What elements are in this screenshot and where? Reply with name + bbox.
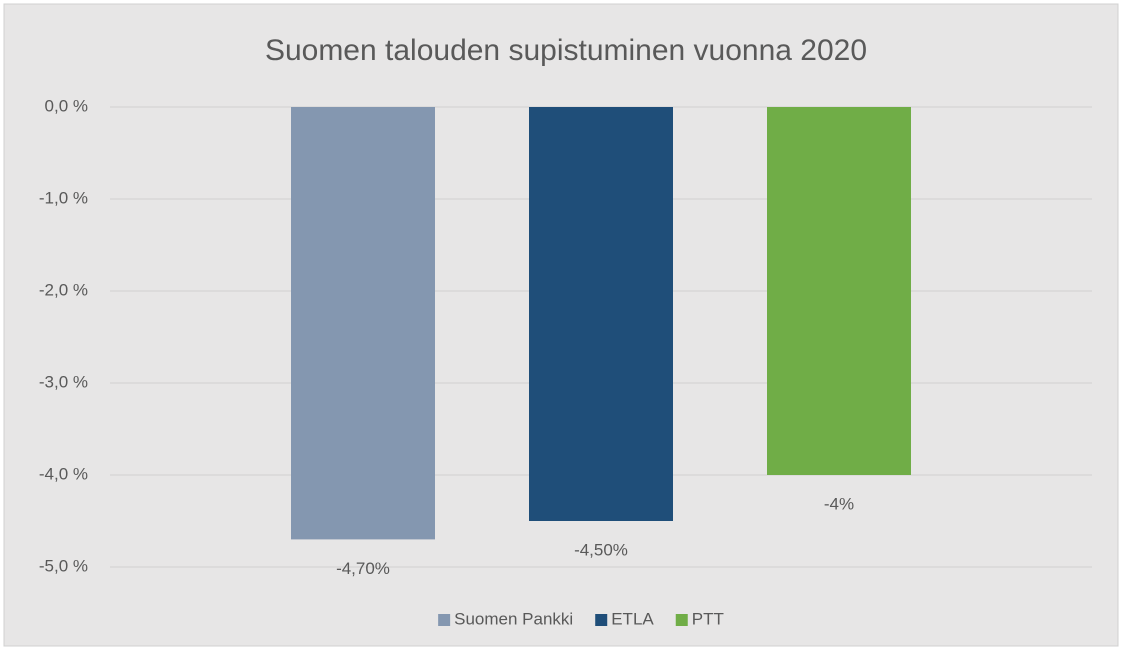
- legend-label: PTT: [692, 609, 724, 628]
- data-label: -4,70%: [336, 559, 390, 578]
- legend-label: Suomen Pankki: [454, 609, 573, 628]
- y-tick-label: -5,0 %: [39, 556, 88, 575]
- y-tick-label: -2,0 %: [39, 280, 88, 299]
- legend-label: ETLA: [611, 609, 654, 628]
- bar: [529, 107, 673, 521]
- legend-swatch: [595, 614, 608, 626]
- data-label: -4,50%: [574, 540, 628, 559]
- bar: [767, 107, 911, 475]
- bar: [291, 107, 435, 540]
- y-tick-label: -1,0 %: [39, 188, 88, 207]
- y-tick-label: 0,0 %: [45, 96, 88, 115]
- data-label: -4%: [824, 494, 854, 513]
- legend-swatch: [438, 614, 451, 626]
- y-tick-label: -3,0 %: [39, 372, 88, 391]
- legend-swatch: [675, 614, 688, 626]
- y-tick-label: -4,0 %: [39, 464, 88, 483]
- chart-title: Suomen talouden supistuminen vuonna 2020: [265, 34, 867, 67]
